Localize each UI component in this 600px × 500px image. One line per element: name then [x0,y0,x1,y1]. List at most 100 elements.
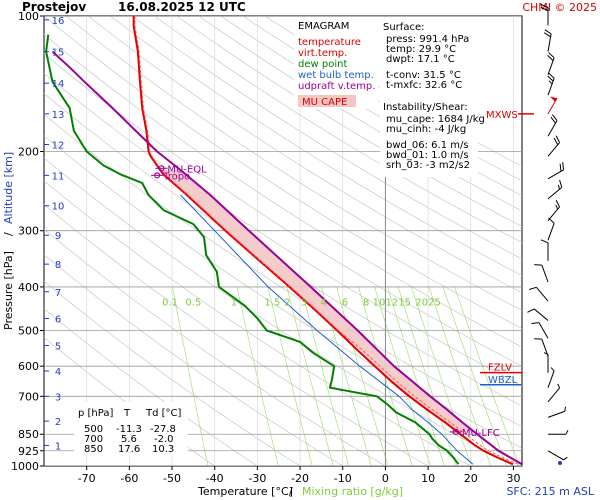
mu-cape-shading [160,170,475,432]
mixing-ratio-label: 10 [373,298,386,309]
x-tick-label: -40 [206,472,224,485]
table-cell: 850 [84,444,103,455]
indices-background [380,17,478,177]
wind-barb [547,179,563,200]
p-tick-label: 700 [18,390,39,403]
barb-shaft [547,450,564,461]
table-cell: 10.3 [152,444,174,455]
altitude-tick-label: 2 [55,417,61,428]
barb-shaft [547,370,555,388]
wind-barb [547,217,555,241]
barb-full [528,286,537,290]
t-mxfc: t-mxfc: 32.6 °C [386,80,462,91]
barb-full [540,239,549,244]
x-tick-label: 0 [382,472,389,485]
barb-full [559,179,563,188]
barb-shaft [538,322,549,339]
legend-title: EMAGRAM [298,21,349,32]
wind-barb [543,352,549,373]
wind-barb [548,429,569,435]
altitude-tick-label: 10 [52,202,65,213]
series-wet-bulb-temp-line [180,194,474,465]
grid-lines [44,16,522,466]
p-tick-label: 500 [18,325,39,338]
wind-barb [540,239,549,261]
altitude-tick-label: 8 [55,260,61,271]
wind-barb [528,286,549,302]
barb-shaft [541,339,549,357]
mixing-ratio-label: 4 [320,298,326,309]
barb-full [544,29,552,35]
legend-background [294,17,378,109]
p-tick-label: 100 [18,10,39,23]
barb-full [547,75,554,82]
wind-barb [547,135,561,157]
legend-mu-cape: MU CAPE [302,97,347,108]
p-tick-label: 925 [18,445,39,458]
barb-shaft [547,387,560,403]
x-tick-label: -10 [334,472,352,485]
mxws-label: MXWS [486,110,518,121]
barb-full [555,135,561,143]
wbzl-label: WBZL [488,375,518,386]
dry-adiabat [220,16,522,197]
table-cell: -27.8 [150,424,176,435]
altitude-tick-label: 16 [52,16,65,27]
mu-lfc-label: MU-LFC [462,428,500,439]
barb-shaft [547,223,555,241]
t-conv: t-conv: 31.5 °C [386,70,461,81]
wind-barb [543,29,552,52]
legend-temperature: temperature [298,37,361,48]
barb-full [552,114,558,121]
barb-shaft [547,410,566,418]
mixing-ratio-label: 25 [428,298,441,309]
wind-barb [534,338,549,357]
surface-title: Surface: [383,22,424,33]
barb-half [543,352,549,356]
barb-full [548,52,555,59]
wind-barb [547,52,555,75]
barb-shaft [541,264,549,283]
dry-adiabat [154,16,522,243]
altitude-tick-label: 13 [52,110,65,121]
wind-barb [547,96,558,115]
p-tick-label: 200 [18,145,39,158]
tropopause-label: Tropo [162,171,190,182]
legend-virt-temp: virt.temp. [298,48,347,59]
surface-altitude: SFC: 215 m ASL [506,485,594,498]
mixing-ratio-label: 20 [415,298,428,309]
barb-half [565,429,569,435]
fzlv-label: FZLV [488,363,512,374]
barb-full [543,32,551,38]
barb-half [564,406,566,412]
table-cell: -2.0 [154,434,174,445]
dry-adiabat [198,16,522,212]
axis-ticks: -70 -60 -50 -40 -30 -20 -10 0 10 20 30 100 200 300 400… [11,10,520,485]
wind-barb [547,383,561,403]
barb-full [531,322,540,325]
table-header-td: Td [°C] [145,408,182,419]
barb-full [548,72,555,79]
barb-half [563,456,568,461]
barb-full [553,137,559,146]
wind-barb [547,162,565,180]
legend-wet-bulb: wet bulb temp. [298,70,374,81]
barb-full [534,264,542,266]
x-tick-label: 10 [421,472,435,485]
barb-pennant [549,96,557,102]
barb-shaft [547,57,555,75]
table-header-t: T [123,408,131,419]
dry-adiabat [44,16,522,329]
wind-barb [547,450,568,461]
mixing-ratio-label: 12 [385,298,398,309]
altitude-tick-label: 12 [52,141,65,152]
altitude-tick-label: 1 [55,441,61,452]
barb-full [559,163,562,172]
y-axis-label-sep: / [2,232,15,236]
barb-shaft [547,33,552,52]
wind-barb [534,264,549,283]
y-axis-label-altitude: Altitude [km] [2,152,15,224]
cape-area [160,170,475,432]
